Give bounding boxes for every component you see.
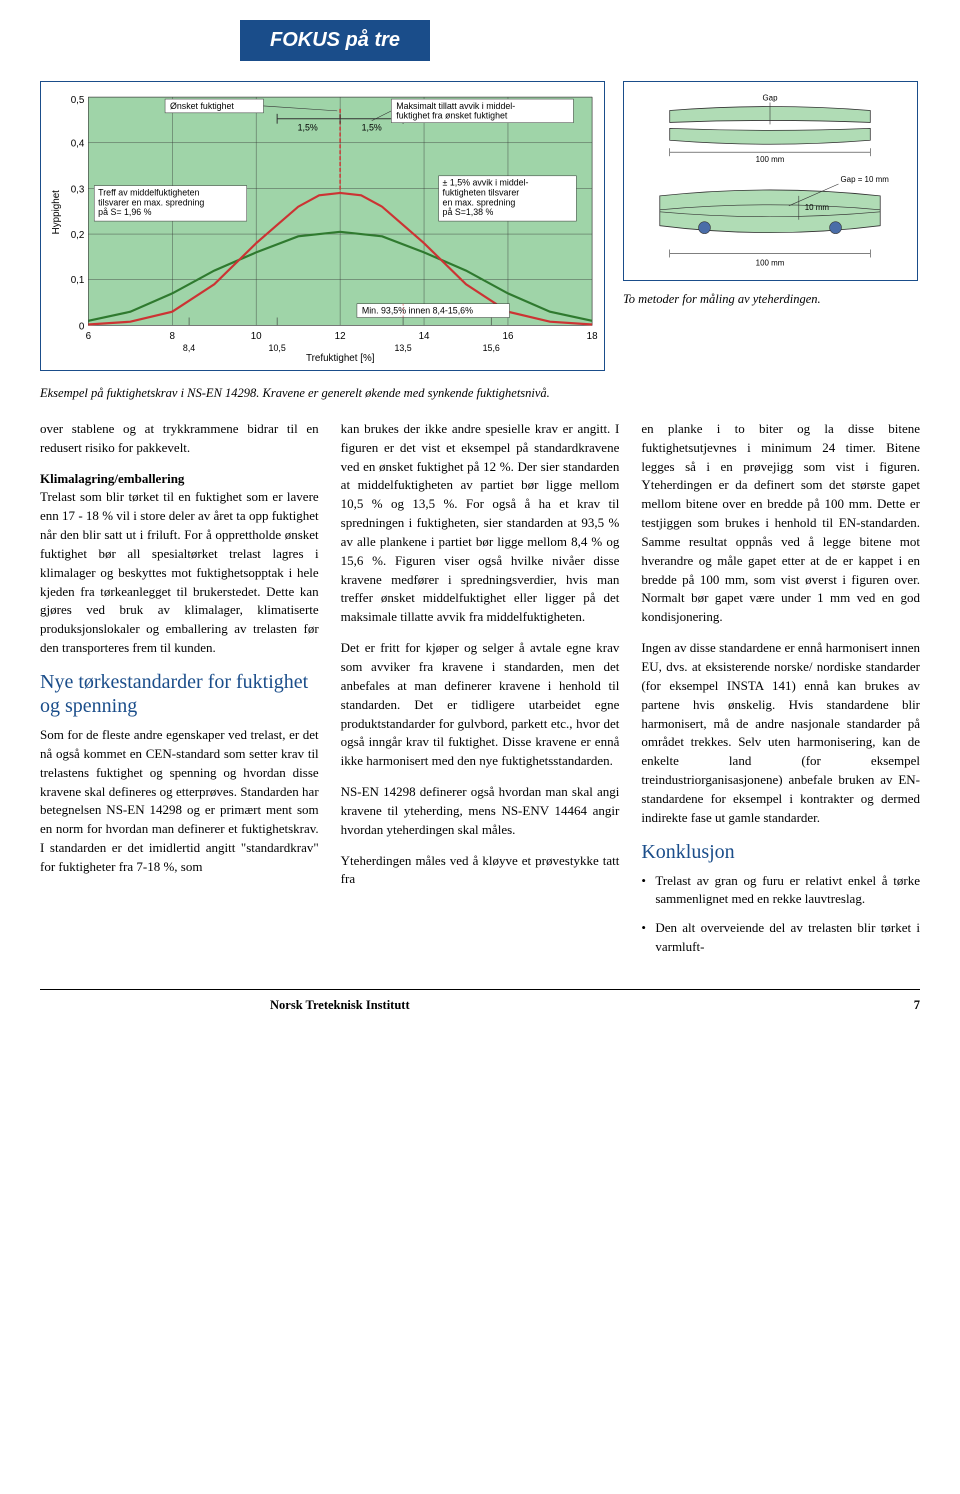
page-number: 7 bbox=[914, 996, 920, 1014]
svg-text:18: 18 bbox=[587, 331, 598, 342]
svg-text:Min. 93,5% innen 8,4-15,6%: Min. 93,5% innen 8,4-15,6% bbox=[362, 306, 473, 316]
col2-p3: NS-EN 14298 definerer også hvordan man s… bbox=[341, 783, 620, 840]
konklusjon-list: Trelast av gran og furu er relativt enke… bbox=[641, 872, 920, 957]
svg-text:14: 14 bbox=[419, 331, 430, 342]
svg-text:0,3: 0,3 bbox=[71, 185, 85, 196]
klimalagring-subhead: Klimalagring/emballering bbox=[40, 471, 184, 486]
svg-text:0: 0 bbox=[79, 321, 85, 332]
figures-row: 0 0,1 0,2 0,3 0,4 0,5 6 8 10 12 14 16 18… bbox=[40, 81, 920, 371]
svg-text:0,5: 0,5 bbox=[71, 95, 85, 106]
x-axis-label: Trefuktighet [%] bbox=[306, 353, 375, 364]
svg-text:Maksimalt tillatt avvik i midd: Maksimalt tillatt avvik i middel- bbox=[396, 101, 515, 111]
svg-text:100 mm: 100 mm bbox=[756, 155, 785, 164]
col2-p2: Det er fritt for kjøper og selger å avta… bbox=[341, 639, 620, 771]
svg-text:0,2: 0,2 bbox=[71, 230, 85, 241]
svg-text:fuktigheten tilsvarer: fuktigheten tilsvarer bbox=[443, 187, 520, 197]
svg-text:Ønsket fuktighet: Ønsket fuktighet bbox=[170, 101, 234, 111]
svg-text:100 mm: 100 mm bbox=[756, 258, 785, 267]
svg-text:Treff av middelfuktigheten: Treff av middelfuktigheten bbox=[98, 187, 199, 197]
col2-p1: kan brukes der ikke andre spesielle krav… bbox=[341, 420, 620, 627]
svg-text:på S= 1,96 %: på S= 1,96 % bbox=[98, 207, 151, 217]
yteherding-diagram: Gap 100 mm bbox=[623, 81, 918, 281]
svg-text:16: 16 bbox=[503, 331, 514, 342]
section-nye-standarder: Nye tørkestandarder for fuktighet og spe… bbox=[40, 670, 319, 718]
svg-text:Gap: Gap bbox=[762, 94, 778, 103]
column-3: en planke i to biter og la disse bitene … bbox=[641, 420, 920, 967]
svg-text:12: 12 bbox=[335, 331, 346, 342]
col3-p1: en planke i to biter og la disse bitene … bbox=[641, 420, 920, 627]
svg-text:10: 10 bbox=[251, 331, 262, 342]
col3-p2: Ingen av disse standardene er ennå harmo… bbox=[641, 639, 920, 827]
svg-text:fuktighet fra ønsket fuktighet: fuktighet fra ønsket fuktighet bbox=[396, 111, 508, 121]
col1-p2: Klimalagring/emballeringTrelast som blir… bbox=[40, 470, 319, 658]
section-konklusjon: Konklusjon bbox=[641, 840, 920, 864]
header-tab: FOKUS på tre bbox=[240, 20, 430, 61]
list-item: Trelast av gran og furu er relativt enke… bbox=[641, 872, 920, 910]
svg-text:± 1,5% avvik i middel-: ± 1,5% avvik i middel- bbox=[443, 178, 529, 188]
svg-text:10 mm: 10 mm bbox=[805, 203, 830, 212]
svg-text:0,4: 0,4 bbox=[71, 138, 85, 149]
col1-p1: over stablene og at trykkrammene bidrar … bbox=[40, 420, 319, 458]
column-2: kan brukes der ikke andre spesielle krav… bbox=[341, 420, 620, 967]
svg-text:6: 6 bbox=[86, 331, 92, 342]
chart-svg: 0 0,1 0,2 0,3 0,4 0,5 6 8 10 12 14 16 18… bbox=[47, 88, 598, 364]
body-columns: over stablene og at trykkrammene bidrar … bbox=[40, 420, 920, 967]
svg-text:8: 8 bbox=[170, 331, 176, 342]
diag-svg: Gap 100 mm bbox=[630, 88, 911, 274]
col1-p3: Som for de fleste andre egenskaper ved t… bbox=[40, 726, 319, 877]
svg-text:8,4: 8,4 bbox=[183, 343, 195, 353]
svg-text:10,5: 10,5 bbox=[269, 343, 286, 353]
svg-text:1,5%: 1,5% bbox=[362, 123, 382, 133]
list-item: Den alt overveiende del av trelasten bli… bbox=[641, 919, 920, 957]
footer-institution: Norsk Treteknisk Institutt bbox=[270, 996, 410, 1014]
svg-text:15,6: 15,6 bbox=[483, 343, 500, 353]
col2-p4: Yteherdingen måles ved å kløyve et prøve… bbox=[341, 852, 620, 890]
svg-text:1,5%: 1,5% bbox=[298, 123, 318, 133]
y-axis-label: Hyppighet bbox=[51, 190, 62, 235]
svg-text:0,1: 0,1 bbox=[71, 275, 85, 286]
svg-text:13,5: 13,5 bbox=[394, 343, 411, 353]
caption-right: To metoder for måling av yteherdingen. bbox=[623, 291, 918, 308]
column-1: over stablene og at trykkrammene bidrar … bbox=[40, 420, 319, 967]
svg-text:en max. spredning: en max. spredning bbox=[443, 197, 516, 207]
caption-left: Eksempel på fuktighetskrav i NS-EN 14298… bbox=[40, 385, 605, 402]
svg-text:Gap = 10 mm: Gap = 10 mm bbox=[841, 175, 890, 184]
humidity-chart: 0 0,1 0,2 0,3 0,4 0,5 6 8 10 12 14 16 18… bbox=[40, 81, 605, 371]
page-footer: Norsk Treteknisk Institutt 7 bbox=[40, 989, 920, 1014]
svg-text:tilsvarer en max. spredning: tilsvarer en max. spredning bbox=[98, 197, 204, 207]
svg-text:på S=1,38 %: på S=1,38 % bbox=[443, 207, 494, 217]
